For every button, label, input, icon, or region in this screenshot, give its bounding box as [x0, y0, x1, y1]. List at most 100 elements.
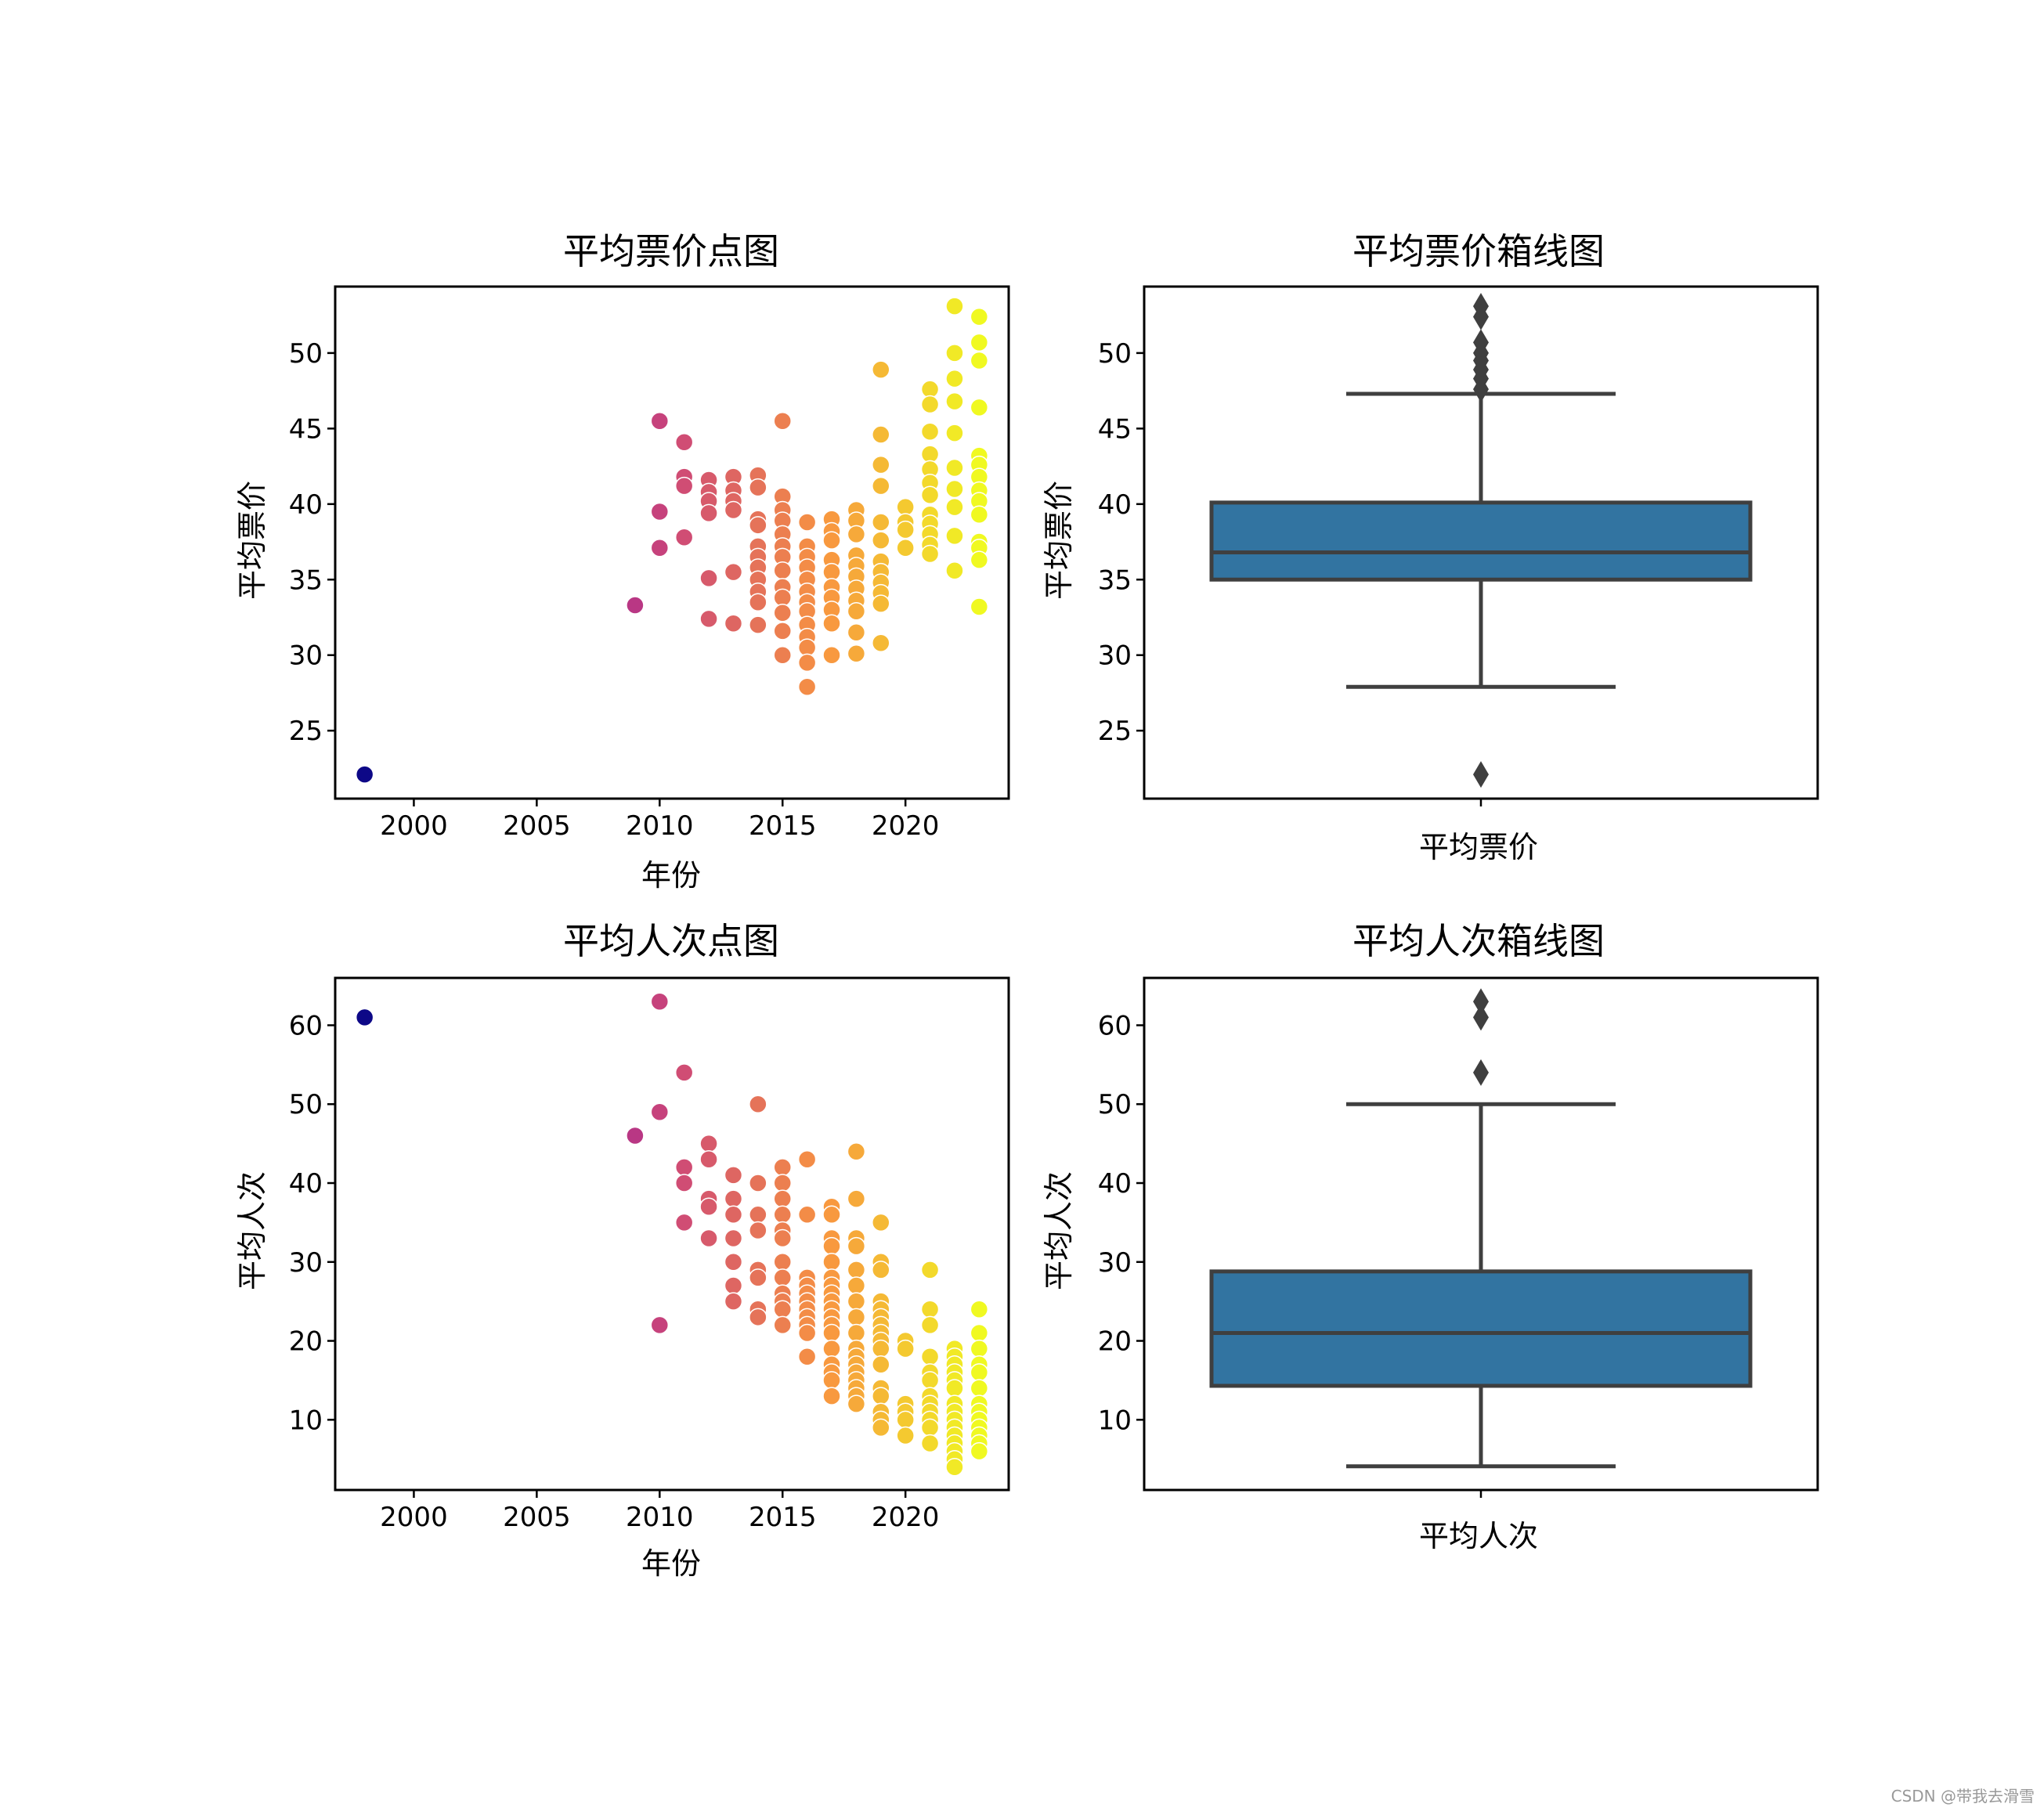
- y-tick-label: 25: [289, 716, 323, 747]
- y-tick-label: 50: [1098, 1089, 1132, 1120]
- scatter-point: [355, 765, 374, 784]
- outlier-marker: [1473, 761, 1489, 788]
- scatter-point: [797, 1205, 817, 1225]
- scatter-point: [847, 1261, 866, 1279]
- scatter-point: [896, 1339, 915, 1358]
- scatter-point: [920, 1434, 940, 1453]
- scatter-point: [650, 411, 670, 431]
- scatter-point: [847, 623, 866, 642]
- scatter-point: [773, 1228, 792, 1248]
- scatter-point: [749, 1205, 767, 1225]
- scatter-point: [945, 458, 964, 478]
- x-tick-label: 2010: [626, 1502, 694, 1533]
- scatter-point: [749, 1174, 767, 1192]
- scatter-point: [773, 1174, 792, 1192]
- price-box-title: 平均票价箱线图: [1352, 230, 1605, 272]
- scatter-point: [699, 1134, 718, 1153]
- scatter-point: [945, 1379, 964, 1398]
- y-tick-label: 45: [289, 413, 323, 445]
- scatter-point: [896, 539, 915, 557]
- x-tick-label: 2000: [380, 810, 448, 842]
- scatter-point: [650, 992, 670, 1011]
- y-tick-label: 50: [1098, 338, 1132, 370]
- scatter-point: [970, 398, 989, 417]
- x-tick-label: 2010: [626, 810, 694, 842]
- outlier-marker: [1473, 1004, 1489, 1031]
- scatter-point: [872, 513, 890, 532]
- price-box-panel: 平均票价箱线图 平均票价 平均票价 25 30 35 40 45 50: [1042, 230, 1819, 864]
- scatter-point: [773, 1205, 792, 1225]
- visits-scatter-plot-area: 2000 2005 2010 2015 2020 10 20 30 40 50 60: [289, 976, 1010, 1533]
- scatter-point: [970, 307, 989, 326]
- visits-box-plot-area: 10 20 30 40 50 60: [1098, 976, 1819, 1498]
- scatter-point: [724, 1253, 743, 1272]
- scatter-point: [797, 1323, 817, 1343]
- price-box-ylabel: 平均票价: [1042, 481, 1076, 600]
- scatter-point: [822, 1387, 841, 1405]
- scatter-point: [822, 1371, 841, 1390]
- y-tick-label: 25: [1098, 716, 1132, 747]
- y-tick-label: 20: [289, 1326, 323, 1358]
- y-tick-label: 45: [1098, 413, 1132, 445]
- scatter-point: [797, 677, 817, 696]
- scatter-point: [872, 531, 890, 550]
- scatter-point: [945, 526, 964, 546]
- price-scatter-xlabel: 年份: [641, 858, 701, 893]
- scatter-point: [847, 1308, 866, 1327]
- visits-scatter-title: 平均人次点图: [563, 920, 779, 962]
- y-tick-label: 10: [1098, 1405, 1132, 1436]
- scatter-point: [724, 1276, 743, 1295]
- scatter-point: [822, 1236, 841, 1256]
- scatter-point: [920, 1315, 940, 1335]
- outlier-marker: [1473, 1059, 1489, 1086]
- scatter-point: [920, 485, 940, 504]
- scatter-point: [847, 602, 866, 621]
- price-scatter-title: 平均票价点图: [563, 230, 779, 272]
- scatter-point: [920, 1300, 940, 1319]
- outlier-marker: [1473, 376, 1489, 403]
- scatter-point: [674, 1063, 694, 1082]
- scatter-point: [355, 1008, 374, 1027]
- scatter-point: [699, 1150, 718, 1169]
- scatter-point: [674, 1174, 694, 1192]
- scatter-point: [970, 1441, 989, 1461]
- x-tick-label: 2005: [503, 1502, 571, 1533]
- scatter-point: [749, 1221, 767, 1240]
- y-tick-label: 30: [1098, 1247, 1132, 1279]
- scatter-point: [626, 596, 645, 615]
- scatter-point: [650, 502, 670, 521]
- scatter-point: [724, 1228, 743, 1248]
- x-tick-label: 2020: [872, 1502, 940, 1533]
- x-tick-label: 2015: [749, 810, 817, 842]
- scatter-point: [847, 525, 866, 544]
- y-tick-label: 40: [289, 1168, 323, 1200]
- iqr-box: [1209, 500, 1753, 582]
- visits-scatter-panel: 平均人次点图 年份 平均人次 2000 2005 2010 2015 2020 10 20 3…: [235, 920, 1010, 1581]
- scatter-point: [674, 1158, 694, 1177]
- scatter-point: [872, 476, 890, 496]
- scatter-point: [945, 297, 964, 316]
- scatter-point: [847, 644, 866, 663]
- scatter-point: [872, 1355, 890, 1374]
- scatter-point: [822, 614, 841, 633]
- visits-box-title: 平均人次箱线图: [1352, 920, 1605, 962]
- scatter-point: [724, 562, 743, 582]
- scatter-point: [945, 497, 964, 517]
- scatter-point: [699, 1228, 718, 1248]
- scatter-point: [773, 1189, 792, 1208]
- scatter-point: [945, 561, 964, 580]
- visits-box-xlabel: 平均人次: [1419, 1519, 1538, 1553]
- visits-box-ylabel: 平均人次: [1042, 1171, 1076, 1290]
- scatter-point: [749, 478, 767, 497]
- price-scatter-plot-area: 2000 2005 2010 2015 2020 25 30 35 40 45 50: [289, 285, 1010, 842]
- y-tick-label: 60: [1098, 1010, 1132, 1041]
- scatter-point: [699, 503, 718, 523]
- scatter-point: [724, 500, 743, 520]
- scatter-point: [650, 1315, 670, 1335]
- scatter-point: [920, 544, 940, 564]
- scatter-point: [699, 568, 718, 588]
- scatter-point: [650, 1102, 670, 1122]
- scatter-point: [945, 369, 964, 388]
- watermark: CSDN @带我去滑雪: [1891, 1787, 2035, 1806]
